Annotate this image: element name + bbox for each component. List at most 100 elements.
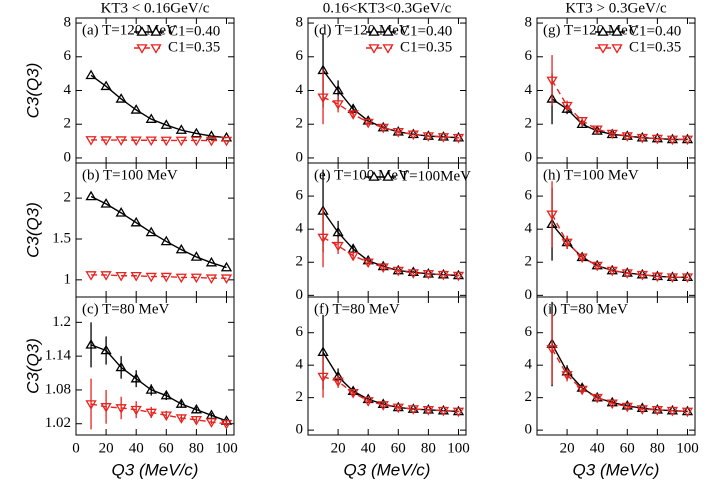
data-point (621, 132, 633, 142)
data-point (377, 398, 389, 408)
data-point (362, 118, 374, 129)
data-point (422, 270, 435, 280)
data-point (190, 251, 203, 261)
data-point (437, 406, 450, 417)
data-point (636, 402, 648, 413)
data-point (651, 272, 664, 283)
series-line (91, 274, 227, 279)
legend-label: C1=0.35 (168, 39, 220, 55)
data-point (621, 130, 633, 140)
data-point (332, 226, 344, 237)
series-line (551, 343, 688, 413)
data-point (681, 271, 694, 281)
data-point (100, 136, 112, 146)
y-tick-label: 4 (296, 82, 304, 98)
data-point (621, 402, 633, 413)
data-point (220, 274, 233, 284)
y-tick-label: 6 (525, 48, 533, 64)
data-point (85, 400, 97, 410)
y-tick-label: 1.14 (45, 348, 72, 364)
data-point (681, 133, 694, 144)
data-point (190, 403, 203, 414)
data-point (407, 128, 419, 139)
panel-annotation: (a) T=120 MeV (82, 22, 177, 38)
data-point (145, 272, 157, 283)
data-point (591, 125, 603, 136)
data-point (591, 393, 603, 404)
y-tick-label: 4 (64, 82, 72, 98)
data-point (392, 266, 404, 277)
series-line (551, 223, 688, 278)
data-point (205, 256, 218, 267)
data-point (546, 76, 558, 87)
x-tick-label: 40 (590, 440, 605, 456)
data-point (606, 399, 618, 410)
legend-marker (597, 44, 609, 54)
data-point (681, 273, 694, 283)
data-point (145, 384, 157, 394)
legend-marker (150, 26, 162, 36)
y-axis-label: C3(Q3) (23, 202, 42, 258)
data-point (651, 404, 664, 414)
data-point (422, 406, 435, 416)
y-tick-label: 1.08 (45, 381, 71, 397)
data-point (160, 389, 172, 400)
data-point (332, 100, 344, 110)
data-point (576, 385, 588, 396)
data-point (606, 129, 618, 140)
y-tick-label: 1.2 (52, 314, 71, 330)
data-point (85, 136, 97, 146)
data-point (100, 403, 112, 413)
data-point (347, 251, 359, 262)
y-tick-label: 2 (64, 190, 72, 206)
y-tick-label: 6 (296, 188, 304, 204)
x-tick-label: 0 (72, 440, 80, 456)
legend-marker (368, 26, 380, 36)
x-tick-label: 20 (331, 440, 346, 456)
data-point (175, 124, 187, 134)
data-point (377, 263, 389, 274)
x-tick-label: 20 (99, 440, 114, 456)
y-tick-label: 4 (296, 357, 304, 373)
series-line (551, 80, 688, 141)
data-point (317, 233, 329, 244)
data-point (407, 269, 419, 279)
x-tick-label: 100 (215, 440, 238, 456)
x-axis-label: Q3 (MeV/c) (112, 460, 199, 479)
data-point (85, 271, 97, 281)
legend-label: C1=0.40 (168, 23, 220, 39)
y-tick-label: 4 (525, 221, 533, 237)
data-point (362, 397, 374, 407)
plot-frame (75, 296, 235, 436)
column-title: 0.16<KT3<0.3GeV/c (323, 0, 452, 16)
data-point (666, 135, 679, 146)
y-tick-label: 0 (525, 287, 533, 303)
data-point (145, 408, 157, 419)
y-tick-label: 2 (296, 389, 304, 405)
legend-marker (136, 26, 148, 36)
legend-marker (382, 26, 394, 36)
data-point (377, 401, 389, 411)
y-tick-label: 6 (525, 324, 533, 340)
data-point (546, 210, 558, 221)
data-point (160, 411, 172, 422)
series-line (90, 344, 227, 422)
data-point (407, 266, 419, 276)
series-line (322, 351, 459, 413)
y-tick-label: 4 (296, 221, 304, 237)
data-point (651, 134, 664, 145)
data-point (190, 415, 203, 426)
legend-label: C1=0.35 (400, 39, 452, 55)
y-axis-label: C3(Q3) (23, 63, 42, 119)
series-line (551, 348, 688, 413)
data-point (220, 419, 233, 430)
data-point (130, 136, 142, 147)
legend-label: C1=0.40 (400, 23, 452, 39)
legend-marker (382, 171, 394, 181)
y-tick-label: 2 (64, 116, 72, 132)
data-point (621, 267, 633, 277)
y-tick-label: 0 (296, 422, 304, 438)
series-line (90, 74, 227, 139)
panel-annotation: (c) T=80 MeV (82, 301, 169, 317)
x-tick-label: 100 (447, 440, 470, 456)
